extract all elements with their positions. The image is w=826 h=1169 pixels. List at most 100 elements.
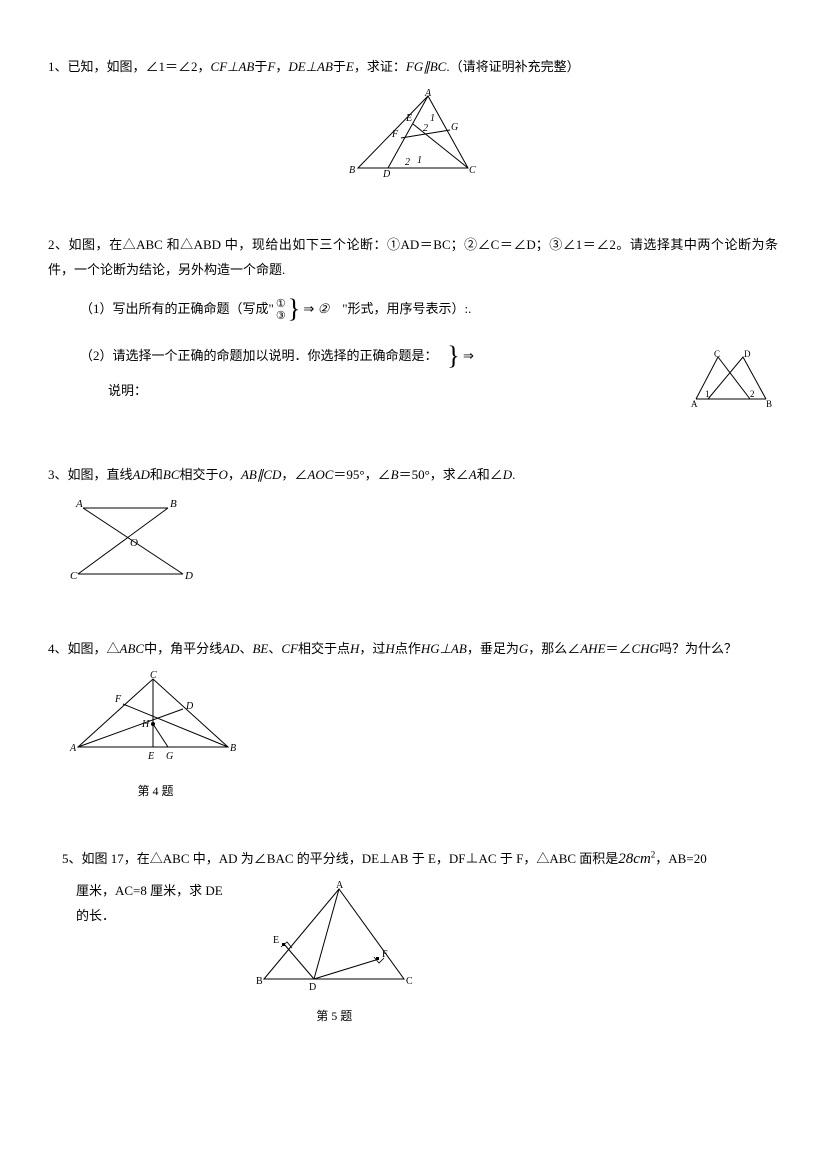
svg-text:C: C (150, 670, 157, 681)
q3-o: 和∠ (477, 467, 503, 482)
q2-sub1: （1）写出所有的正确命题（写成"①③} ⇒ ② "形式，用序号表示）:. (80, 297, 778, 322)
q2-figure: C D A B 1 2 (688, 349, 778, 418)
q4-figure: C A B F D H E G 第 4 题 (68, 669, 778, 802)
q4-j: H (350, 641, 359, 656)
q2-text-a: 如图，在△ABC 和△ABD 中，现给出如下三个论断：①AD＝BC；②∠C＝∠D… (48, 237, 778, 277)
problem-4: 4、如图，△ABC中，角平分线AD、BE、CF相交于点H，过H点作HG⊥AB，垂… (48, 637, 778, 803)
q3-m: ＝50°，求∠ (399, 467, 469, 482)
q2-sub1-res: ② (318, 301, 330, 316)
svg-text:2: 2 (750, 389, 755, 399)
q5-number: 5、 (62, 851, 82, 866)
q1-text-c: 于 (254, 59, 267, 74)
q4-u: 吗？为什么？ (659, 641, 737, 656)
svg-text:D: D (382, 169, 391, 180)
q4-caption: 第 4 题 (68, 780, 243, 803)
q3-k: ＝95°，∠ (333, 467, 390, 482)
q3-figure: A B C D O (68, 496, 778, 595)
q3-a: 如图，直线 (68, 467, 133, 482)
q3-number: 3、 (48, 467, 68, 482)
q3-d: BC (163, 467, 180, 482)
svg-text:A: A (75, 498, 83, 510)
q2-sub2-arrow: ⇒ (463, 348, 474, 363)
svg-text:F: F (382, 949, 388, 960)
svg-text:D: D (184, 570, 193, 582)
svg-text:2: 2 (423, 123, 428, 134)
svg-text:C: C (406, 976, 413, 987)
q4-l: H (385, 641, 394, 656)
q2-brace-top: ① (276, 298, 286, 310)
q4-number: 4、 (48, 641, 68, 656)
q3-svg: A B C D O (68, 496, 198, 586)
q5-caption: 第 5 题 (249, 1005, 419, 1028)
svg-text:1: 1 (705, 389, 710, 399)
q3-c: 和 (150, 467, 163, 482)
q1-text-k: .（请将证明补充完整） (446, 59, 579, 74)
q2-number: 2、 (48, 237, 69, 252)
q2-sub1-b: "形式，用序号表示）:. (342, 301, 471, 316)
q1-text-j: FG∥BC (406, 59, 446, 74)
q2-explain-label: 说明： (108, 383, 147, 398)
svg-text:2: 2 (405, 157, 410, 168)
svg-text:A: A (691, 399, 698, 409)
q1-number: 1、 (48, 59, 68, 74)
q4-g: 、 (268, 641, 281, 656)
svg-text:O: O (130, 537, 138, 549)
svg-text:G: G (451, 122, 458, 133)
q4-k: ，过 (359, 641, 385, 656)
problem-2-text: 2、如图，在△ABC 和△ABD 中，现给出如下三个论断：①AD＝BC；②∠C＝… (48, 233, 778, 282)
q4-r: AHE (580, 641, 605, 656)
q3-e: 相交于 (180, 467, 219, 482)
svg-text:F: F (114, 694, 122, 705)
q1-text-i: ，求证： (354, 59, 406, 74)
q2-brace-content: ①③ (276, 298, 286, 322)
q4-o: ，垂足为 (467, 641, 519, 656)
svg-text:A: A (424, 88, 432, 99)
svg-text:C: C (70, 570, 78, 582)
q2-brace-right-2: } (447, 346, 459, 367)
q4-i: 相交于点 (298, 641, 350, 656)
q2-sub1-a: （1）写出所有的正确命题（写成" (80, 301, 274, 316)
problem-5: 5、如图 17，在△ABC 中，AD 为∠BAC 的平分线，DE⊥AB 于 E，… (48, 845, 778, 1028)
svg-text:C: C (714, 349, 720, 359)
q5-d: 厘米，AC=8 厘米，求 DE 的长． (76, 883, 223, 923)
svg-text:E: E (147, 751, 154, 762)
svg-text:B: B (230, 743, 236, 754)
q4-n: HG⊥AB (421, 641, 467, 656)
q2-sub1-arrow: ⇒ (303, 301, 314, 316)
q3-g: ， (228, 467, 241, 482)
q1-text-h: E (346, 59, 354, 74)
q3-b: AD (133, 467, 150, 482)
problem-1: 1、已知，如图，∠1＝∠2，CF⊥AB于F，DE⊥AB于E，求证：FG∥BC.（… (48, 55, 778, 191)
svg-text:A: A (69, 743, 77, 754)
q4-a: 如图，△ (68, 641, 120, 656)
q4-h: CF (281, 641, 298, 656)
q4-f: BE (252, 641, 268, 656)
q4-c: 中，角平分线 (144, 641, 222, 656)
q3-h: AB∥CD (241, 467, 281, 482)
svg-text:F: F (391, 129, 399, 140)
problem-3: 3、如图，直线AD和BC相交于O，AB∥CD，∠AOC＝95°，∠B＝50°，求… (48, 463, 778, 594)
svg-text:A: A (336, 880, 344, 891)
svg-text:G: G (166, 751, 173, 762)
svg-text:D: D (185, 701, 194, 712)
q4-s: ＝∠ (606, 641, 632, 656)
q3-l: B (391, 467, 399, 482)
q3-q: . (512, 467, 515, 482)
q5-figure: A B C D E F 第 5 题 (249, 879, 419, 1027)
q4-t: CHG (632, 641, 659, 656)
q3-p: D (503, 467, 512, 482)
svg-text:D: D (309, 982, 316, 993)
svg-text:1: 1 (417, 155, 422, 166)
svg-text:1: 1 (430, 113, 435, 124)
q3-f: O (219, 467, 228, 482)
problem-4-text: 4、如图，△ABC中，角平分线AD、BE、CF相交于点H，过H点作HG⊥AB，垂… (48, 637, 778, 662)
svg-text:E: E (405, 113, 412, 124)
q1-text-g: 于 (333, 59, 346, 74)
q4-e: 、 (239, 641, 252, 656)
svg-text:H: H (141, 719, 150, 730)
q2-svg: C D A B 1 2 (688, 349, 778, 409)
problem-3-text: 3、如图，直线AD和BC相交于O，AB∥CD，∠AOC＝95°，∠B＝50°，求… (48, 463, 778, 488)
q3-n: A (469, 467, 477, 482)
svg-text:B: B (766, 399, 772, 409)
q1-text-b: CF⊥AB (211, 59, 255, 74)
